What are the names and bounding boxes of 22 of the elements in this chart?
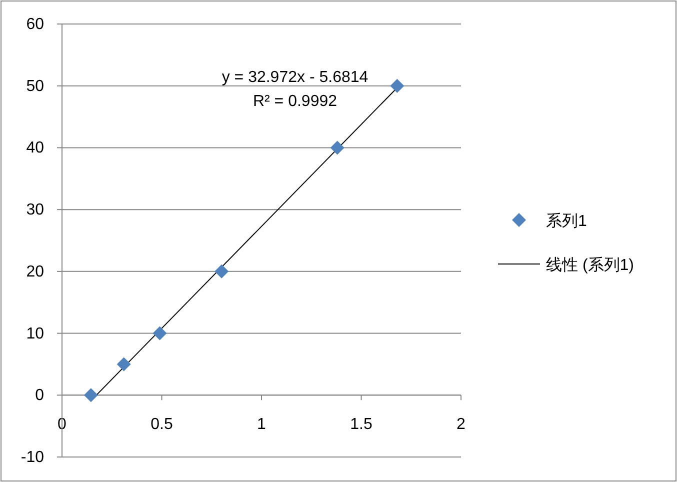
y-tick-label: 60 [26,16,44,33]
point [390,78,404,93]
annotation: y = 32.972x - 5.6814 [222,69,368,86]
y-tick-label: 20 [26,263,44,280]
y-tick-label: 50 [26,78,44,95]
y-tick-label: 0 [35,387,44,404]
x-tick-label: 0.5 [150,416,173,434]
y-tick-label: 10 [26,325,44,342]
x-tick-label: 2 [456,416,466,434]
legend-label: 系列1 [546,212,587,230]
annotation: R² = 0.9992 [252,93,338,110]
point [84,388,98,402]
y-tick-label: 30 [26,202,44,219]
y-tick-label: -10 [20,449,44,466]
point [116,357,131,372]
legend-label: 线性 (系列1) [546,256,634,274]
x-tick-label: 1 [257,416,266,434]
point [330,140,344,155]
x-tick-label: 1.5 [350,416,372,434]
y-tick-label: 40 [26,140,44,157]
point [214,264,229,278]
point [152,326,167,340]
